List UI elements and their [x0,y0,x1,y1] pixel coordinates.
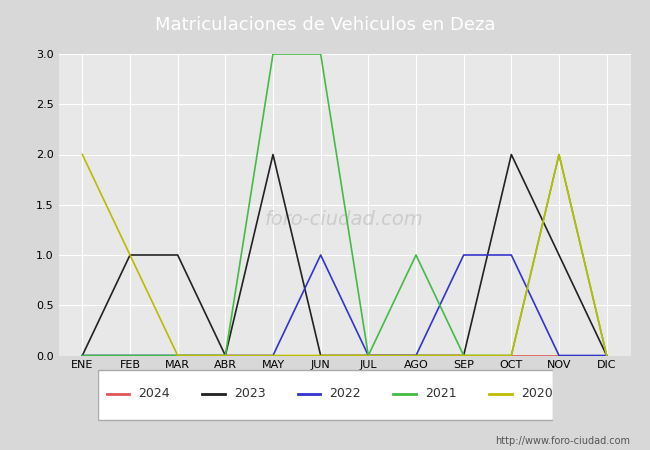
Text: 2024: 2024 [138,387,170,400]
FancyBboxPatch shape [98,370,552,420]
Text: foro-ciudad.com: foro-ciudad.com [265,210,424,230]
Text: 2021: 2021 [425,387,457,400]
Text: http://www.foro-ciudad.com: http://www.foro-ciudad.com [495,436,630,446]
Text: Matriculaciones de Vehiculos en Deza: Matriculaciones de Vehiculos en Deza [155,16,495,34]
Text: 2022: 2022 [330,387,361,400]
Text: 2023: 2023 [234,387,266,400]
Text: 2020: 2020 [521,387,552,400]
